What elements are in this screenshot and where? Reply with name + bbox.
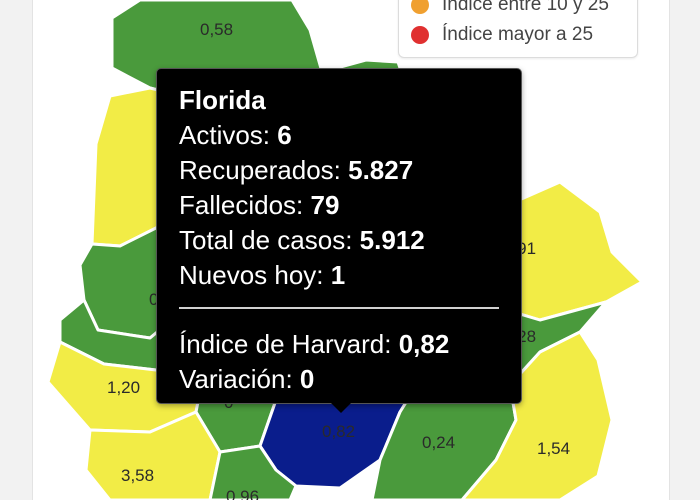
tooltip-indice: Índice de Harvard: 0,82 [179, 329, 449, 359]
fallecidos-value: 79 [310, 190, 340, 220]
department-tooltip: Florida Activos: 6 Recuperados: 5.827 Fa… [156, 68, 522, 404]
label-lavalleja: 0,24 [422, 433, 455, 452]
legend-item-over-25: Índice mayor a 25 [411, 23, 593, 47]
variacion-value: 0 [299, 364, 315, 394]
tooltip-title: Florida [179, 85, 266, 115]
tooltip-fallecidos: Fallecidos: 79 [179, 190, 339, 220]
dept-san-jose[interactable] [208, 444, 298, 500]
legend-item-10-25: Índice entre 10 y 25 [411, 0, 609, 17]
red-dot-icon [411, 26, 429, 44]
recuperados-value: 5.827 [348, 155, 414, 185]
legend-label: Índice entre 10 y 25 [442, 0, 609, 15]
label-soriano: 1,20 [107, 378, 140, 397]
total-label: Total de casos: [179, 225, 353, 255]
activos-value: 6 [277, 120, 292, 150]
variacion-label: Variación: [179, 364, 293, 394]
activos-label: Activos: [179, 120, 271, 150]
tooltip-total: Total de casos: 5.912 [179, 225, 425, 255]
label-colonia: 3,58 [121, 466, 154, 485]
fallecidos-label: Fallecidos: [179, 190, 304, 220]
label-san-jose: 0,96 [226, 487, 259, 500]
indice-value: 0,82 [398, 329, 450, 359]
dept-rocha[interactable] [460, 330, 614, 500]
tooltip-variacion: Variación: 0 [179, 364, 314, 394]
tooltip-recuperados: Recuperados: 5.827 [179, 155, 413, 185]
nuevos-label: Nuevos hoy: [179, 260, 324, 290]
tooltip-divider [179, 307, 499, 309]
nuevos-value: 1 [330, 260, 346, 290]
label-florida: 0,82 [322, 422, 355, 441]
label-artigas: 0,58 [200, 20, 233, 39]
indice-label: Índice de Harvard: [179, 329, 392, 359]
tooltip-nuevos: Nuevos hoy: 1 [179, 260, 345, 290]
tooltip-activos: Activos: 6 [179, 120, 292, 150]
total-value: 5.912 [359, 225, 425, 255]
tooltip-pointer [329, 401, 353, 413]
map-legend: Índice entre 10 y 25 Índice mayor a 25 [398, 0, 638, 58]
orange-dot-icon [411, 0, 429, 14]
label-rocha: 1,54 [537, 439, 570, 458]
recuperados-label: Recuperados: [179, 155, 341, 185]
legend-label: Índice mayor a 25 [442, 24, 594, 45]
